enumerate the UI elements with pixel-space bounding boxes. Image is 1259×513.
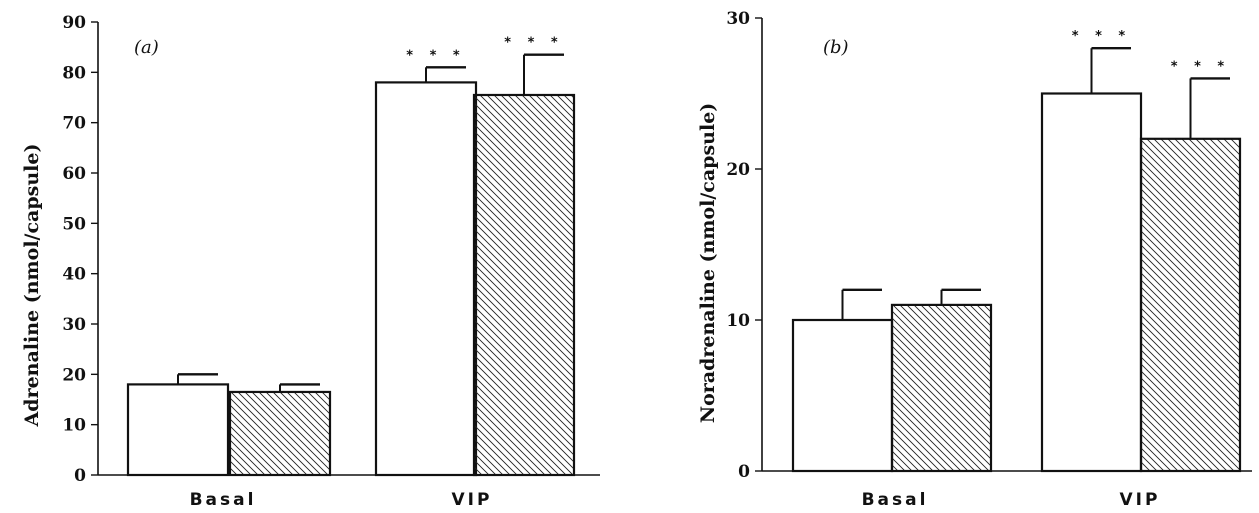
chart-panel-b: (b) Noradrenaline (nmol/capsule) Basal V… <box>697 9 1252 510</box>
panel-a-y-tick-label: 0 <box>74 466 86 486</box>
panel-b-bar-vip-open <box>1040 92 1143 473</box>
panel-b-y-tick-label: 0 <box>738 462 750 482</box>
panel-b-label: (b) <box>823 37 849 58</box>
panel-a-x-label-vip: VIP <box>452 490 493 510</box>
chart-panel-a: (a) Adrenaline (nmol/capsule) Basal VIP … <box>21 13 600 510</box>
panel-a-y-tick-label: 30 <box>62 315 86 335</box>
panel-a-bar-basal-hatched <box>228 390 332 477</box>
panel-a-y-tick-label: 10 <box>62 416 86 436</box>
panel-b-y-axis-title: Noradrenaline (nmol/capsule) <box>697 103 719 424</box>
panel-a-y-tick-label: 20 <box>62 365 86 385</box>
panel-b-significance-stars: * * * <box>1171 59 1230 74</box>
panel-a-y-tick-label: 90 <box>62 13 86 33</box>
panel-b-y-tick-label: 10 <box>726 311 750 331</box>
panel-b-bar-basal-hatched <box>890 303 993 473</box>
panel-a-y-axis-title: Adrenaline (nmol/capsule) <box>21 144 43 428</box>
panel-b-bar-basal-open <box>791 318 894 473</box>
panel-a-y-tick-label: 40 <box>62 265 86 285</box>
panel-a-bar-vip-open <box>374 81 478 477</box>
panel-b-significance-stars: * * * <box>1072 29 1131 44</box>
panel-a-label: (a) <box>134 37 159 58</box>
panel-a-y-tick-label: 50 <box>62 214 86 234</box>
panel-a-y-tick-label: 80 <box>62 63 86 83</box>
panel-b-bar-vip-hatched <box>1139 137 1242 473</box>
panel-b-x-label-vip: VIP <box>1120 490 1161 510</box>
panel-a-y-tick-label: 70 <box>62 114 86 134</box>
panel-a-significance-stars: * * * <box>504 36 563 51</box>
panel-b-y-tick-label: 20 <box>726 160 750 180</box>
panel-b-y-tick-label: 30 <box>726 9 750 29</box>
panel-a-bar-vip-hatched <box>472 93 576 477</box>
panel-a-y-tick-label: 60 <box>62 164 86 184</box>
panel-b-x-label-basal: Basal <box>862 490 929 510</box>
panel-a-significance-stars: * * * <box>406 48 465 63</box>
panel-a-bar-basal-open <box>126 383 230 477</box>
panel-a-x-label-basal: Basal <box>190 490 257 510</box>
